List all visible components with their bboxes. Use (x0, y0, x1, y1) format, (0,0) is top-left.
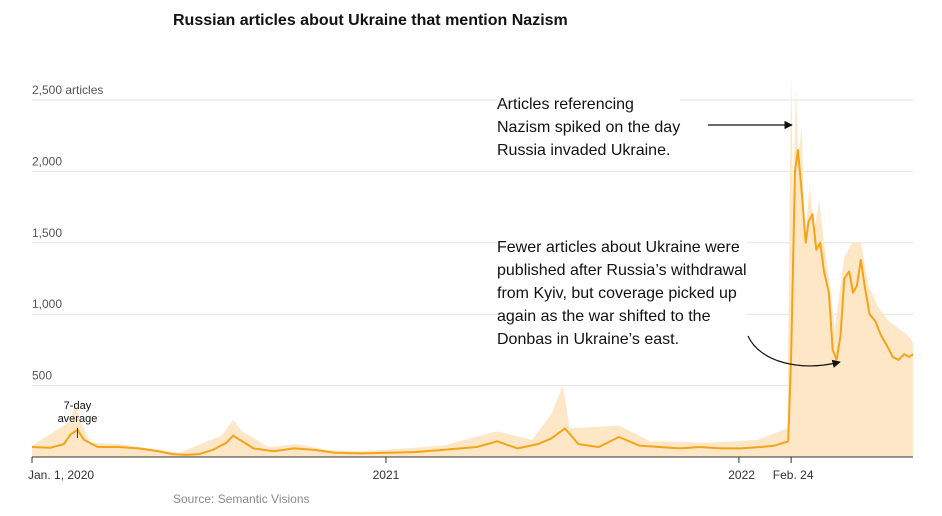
annotation-invasion-line: Nazism spiked on the day (497, 119, 681, 136)
annotation-withdrawal-line: from Kyiv, but coverage picked up (497, 285, 737, 302)
grid-layer (32, 99, 913, 387)
y-tick-label: 500 (32, 369, 52, 383)
annotation-withdrawal-line: Fewer articles about Ukraine were (497, 239, 740, 256)
x-tick-label: Jan. 1, 2020 (28, 468, 94, 482)
annotation-invasion: Articles referencing Nazism spiked on th… (497, 93, 681, 162)
annotation-withdrawal-line: again as the war shifted to the (497, 308, 711, 325)
annotation-invasion-line: Russia invaded Ukraine. (497, 142, 671, 159)
annotation-invasion-line: Articles referencing (497, 96, 634, 113)
chart-title: Russian articles about Ukraine that ment… (173, 12, 568, 29)
tick-layer: 500 1,000 1,500 2,000 2,500 articles Jan. 1, … (28, 83, 913, 482)
series-7-day-average (31, 149, 914, 456)
average-callout-label: average (58, 413, 98, 425)
y-tick-label: 1,500 (32, 226, 62, 240)
y-tick-label: 2,500 articles (32, 83, 103, 97)
x-tick-label: Feb. 24 (773, 468, 814, 482)
average-callout-label: 7-day (64, 400, 92, 412)
y-tick-label: 2,000 (32, 154, 62, 168)
area-layer (31, 71, 914, 458)
x-tick-label: 2022 (728, 468, 755, 482)
series-daily (32, 71, 913, 458)
x-tick-label: 2021 (373, 468, 400, 482)
withdrawal-arrow (747, 335, 841, 368)
chart-source: Source: Semantic Visions (173, 492, 310, 506)
annotation-withdrawal: Fewer articles about Ukraine were publis… (497, 236, 747, 351)
y-tick-label: 1,000 (32, 297, 62, 311)
annotation-withdrawal-line: Donbas in Ukraine’s east. (497, 331, 680, 348)
annotation-withdrawal-line: published after Russia’s withdrawal (497, 262, 747, 279)
